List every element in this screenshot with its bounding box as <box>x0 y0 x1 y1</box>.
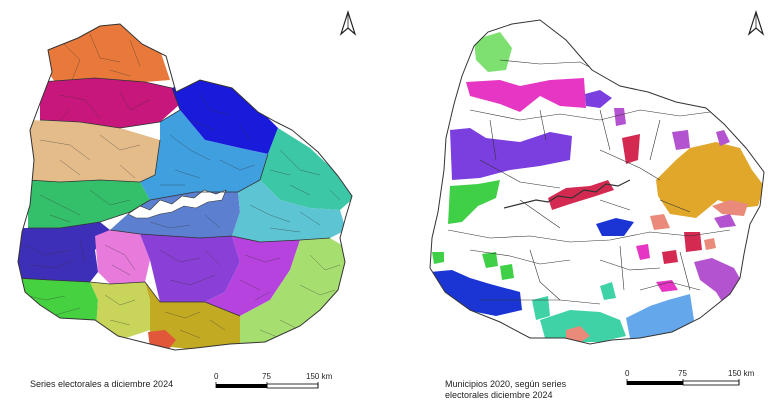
right-muni-sky-south <box>626 294 694 340</box>
left-region-indigo <box>18 222 110 282</box>
right-muni-green-w2 <box>432 252 444 264</box>
left-region-blue <box>172 76 278 154</box>
left-region-purple <box>140 234 240 302</box>
left-scale-label-75: 75 <box>262 372 271 381</box>
left-region-olive <box>90 282 150 340</box>
left-region-steel <box>110 192 240 238</box>
left-region-magenta <box>40 78 180 128</box>
right-muni-salmon-e1 <box>712 200 748 216</box>
left-region-cyan <box>232 180 346 242</box>
right-river <box>503 179 631 209</box>
left-lake <box>127 189 227 219</box>
left-department-borders <box>18 77 331 317</box>
right-muni-violet-west <box>450 128 572 180</box>
left-region-teal <box>260 128 352 210</box>
right-muni-blue-sw <box>430 270 522 316</box>
right-muni-green-w3 <box>482 252 498 268</box>
left-scale-label-150: 150 km <box>306 372 333 381</box>
right-muni-teal-sw <box>532 296 550 320</box>
right-country-outline <box>429 19 765 345</box>
right-scale-label-75: 75 <box>678 369 687 378</box>
right-scale-label-150: 150 km <box>728 369 755 378</box>
right-muni-green-w4 <box>500 264 514 280</box>
right-muni-salmon-e5 <box>704 238 716 250</box>
right-muni-crimson-center2 <box>662 250 678 264</box>
right-map-caption-line-2: electorales diciembre 2024 <box>445 390 553 400</box>
right-scale-label-0: 0 <box>625 369 630 378</box>
right-muni-salmon-e3 <box>650 214 670 230</box>
left-region-pink <box>95 230 150 284</box>
right-muni-blue-center <box>596 218 634 236</box>
left-region-brightgreen <box>18 278 98 330</box>
left-region-orange <box>40 24 170 82</box>
north-arrow-icon <box>747 10 765 36</box>
right-muni-orchid-e2 <box>714 214 736 228</box>
right-muni-pink-se2 <box>656 280 678 292</box>
right-map-caption-line-1: Municipios 2020, según series <box>445 379 567 389</box>
right-muni-pink-north <box>466 78 586 112</box>
left-region-violet <box>205 236 300 316</box>
right-scale-bar <box>626 379 740 386</box>
right-muni-orchid-center <box>614 108 626 126</box>
right-muni-green-nw <box>474 32 512 72</box>
left-map-caption: Series electorales a diciembre 2024 <box>30 379 174 389</box>
right-muni-violet-ne <box>585 90 612 108</box>
right-boundary-lines <box>447 59 731 305</box>
right-muni-crimson-center <box>622 134 640 164</box>
left-region-green <box>28 180 150 228</box>
right-map <box>429 10 765 386</box>
left-subdivision-lines <box>24 33 341 339</box>
right-muni-crimson-river <box>548 180 614 210</box>
left-scale-bar <box>215 382 319 389</box>
left-scale-label-0: 0 <box>214 372 219 381</box>
left-country-outline <box>17 23 353 351</box>
right-muni-crimson-e4 <box>684 232 702 252</box>
right-muni-gold-east <box>656 142 764 218</box>
left-map <box>17 10 357 389</box>
right-muni-teal-south <box>540 310 626 342</box>
right-map-caption: Municipios 2020, según series electorale… <box>445 379 566 401</box>
right-muni-orchid-east <box>672 130 690 150</box>
left-region-sky <box>140 110 268 200</box>
north-arrow-icon <box>339 10 357 36</box>
left-region-tan <box>28 120 160 182</box>
right-muni-orchid-ne <box>716 130 730 146</box>
right-muni-green-west <box>448 180 500 224</box>
right-muni-teal-south2 <box>600 282 616 300</box>
right-muni-pink-center <box>636 244 650 260</box>
left-region-mustard <box>145 282 240 350</box>
